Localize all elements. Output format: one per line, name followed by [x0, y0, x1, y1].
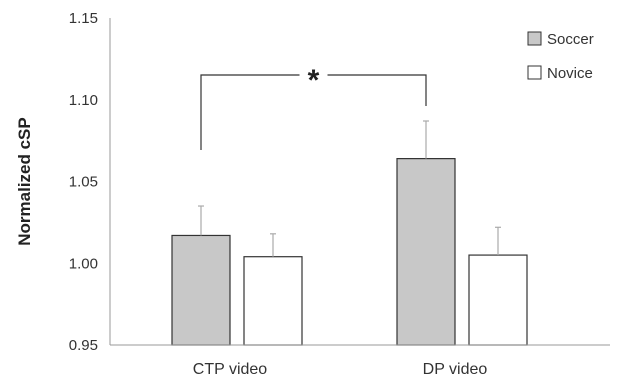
significance-star: * [308, 64, 320, 97]
bars [171, 158, 528, 346]
legend-label-soccer: Soccer [547, 31, 594, 48]
x-category-label: DP video [423, 361, 488, 378]
error-bars [198, 120, 501, 257]
x-category-label: CTP video [193, 361, 268, 378]
y-tick-label: 1.05 [69, 174, 98, 191]
y-tick-label: 1.10 [69, 92, 98, 109]
significance-star-background [299, 63, 328, 87]
bar-novice-2 [468, 254, 528, 346]
x-axis: CTP video DP video [110, 344, 610, 378]
y-axis: 0.95 1.00 1.05 1.10 1.15 [69, 10, 111, 354]
y-axis-title: Normalized cSP [15, 117, 34, 246]
y-tick-label: 1.15 [69, 10, 98, 27]
significance-annotation: * [200, 63, 427, 150]
legend-label-novice: Novice [547, 65, 593, 82]
y-tick-label: 0.95 [69, 337, 98, 354]
legend-swatch-soccer [527, 31, 542, 46]
bar-novice-1 [243, 256, 303, 346]
legend-swatch-novice [527, 65, 542, 80]
y-tick-label: 1.00 [69, 255, 98, 272]
legend: Soccer Novice [527, 31, 594, 82]
bar-soccer-1 [171, 234, 231, 346]
bar-soccer-2 [396, 158, 456, 346]
